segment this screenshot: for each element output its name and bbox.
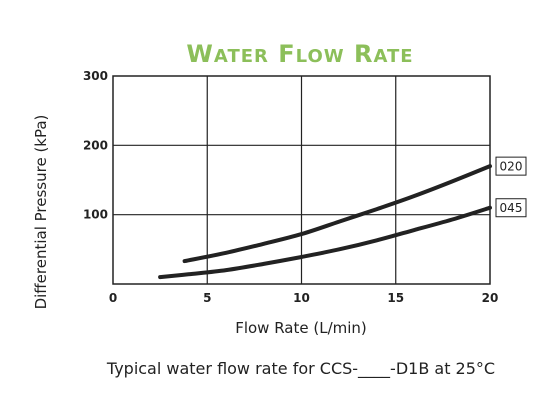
x-tick-label-4: 20 bbox=[482, 291, 499, 305]
x-tick-label-3: 15 bbox=[387, 291, 404, 305]
series-line-020 bbox=[182, 164, 492, 264]
series-label-020: 020 bbox=[500, 160, 523, 174]
x-tick-label-2: 10 bbox=[293, 291, 310, 305]
y-axis-ticks: 100 200 300 bbox=[83, 69, 108, 222]
chart-title: WATER FLOW RATE bbox=[186, 40, 413, 68]
y-axis-label: Differential Pressure (kPa) bbox=[32, 115, 50, 310]
y-tick-label-1: 200 bbox=[83, 138, 108, 152]
chart-caption: Typical water flow rate for CCS-____-D1B… bbox=[106, 359, 495, 379]
x-tick-label-1: 5 bbox=[203, 291, 211, 305]
series-label-box-020 bbox=[495, 156, 527, 176]
x-tick-label-0: 0 bbox=[109, 291, 117, 305]
series-line-045 bbox=[158, 205, 492, 280]
y-tick-label-0: 100 bbox=[83, 208, 108, 222]
series-label-box-045 bbox=[495, 198, 527, 218]
grid bbox=[113, 76, 490, 284]
series-label-045: 045 bbox=[500, 201, 523, 215]
series-labels: 020 045 bbox=[495, 156, 527, 218]
series-lines bbox=[158, 164, 492, 280]
x-axis-label: Flow Rate (L/min) bbox=[235, 319, 367, 337]
plot-frame bbox=[112, 75, 491, 285]
y-tick-label-2: 300 bbox=[83, 69, 108, 83]
x-axis-ticks: 0 5 10 15 20 bbox=[109, 291, 499, 305]
